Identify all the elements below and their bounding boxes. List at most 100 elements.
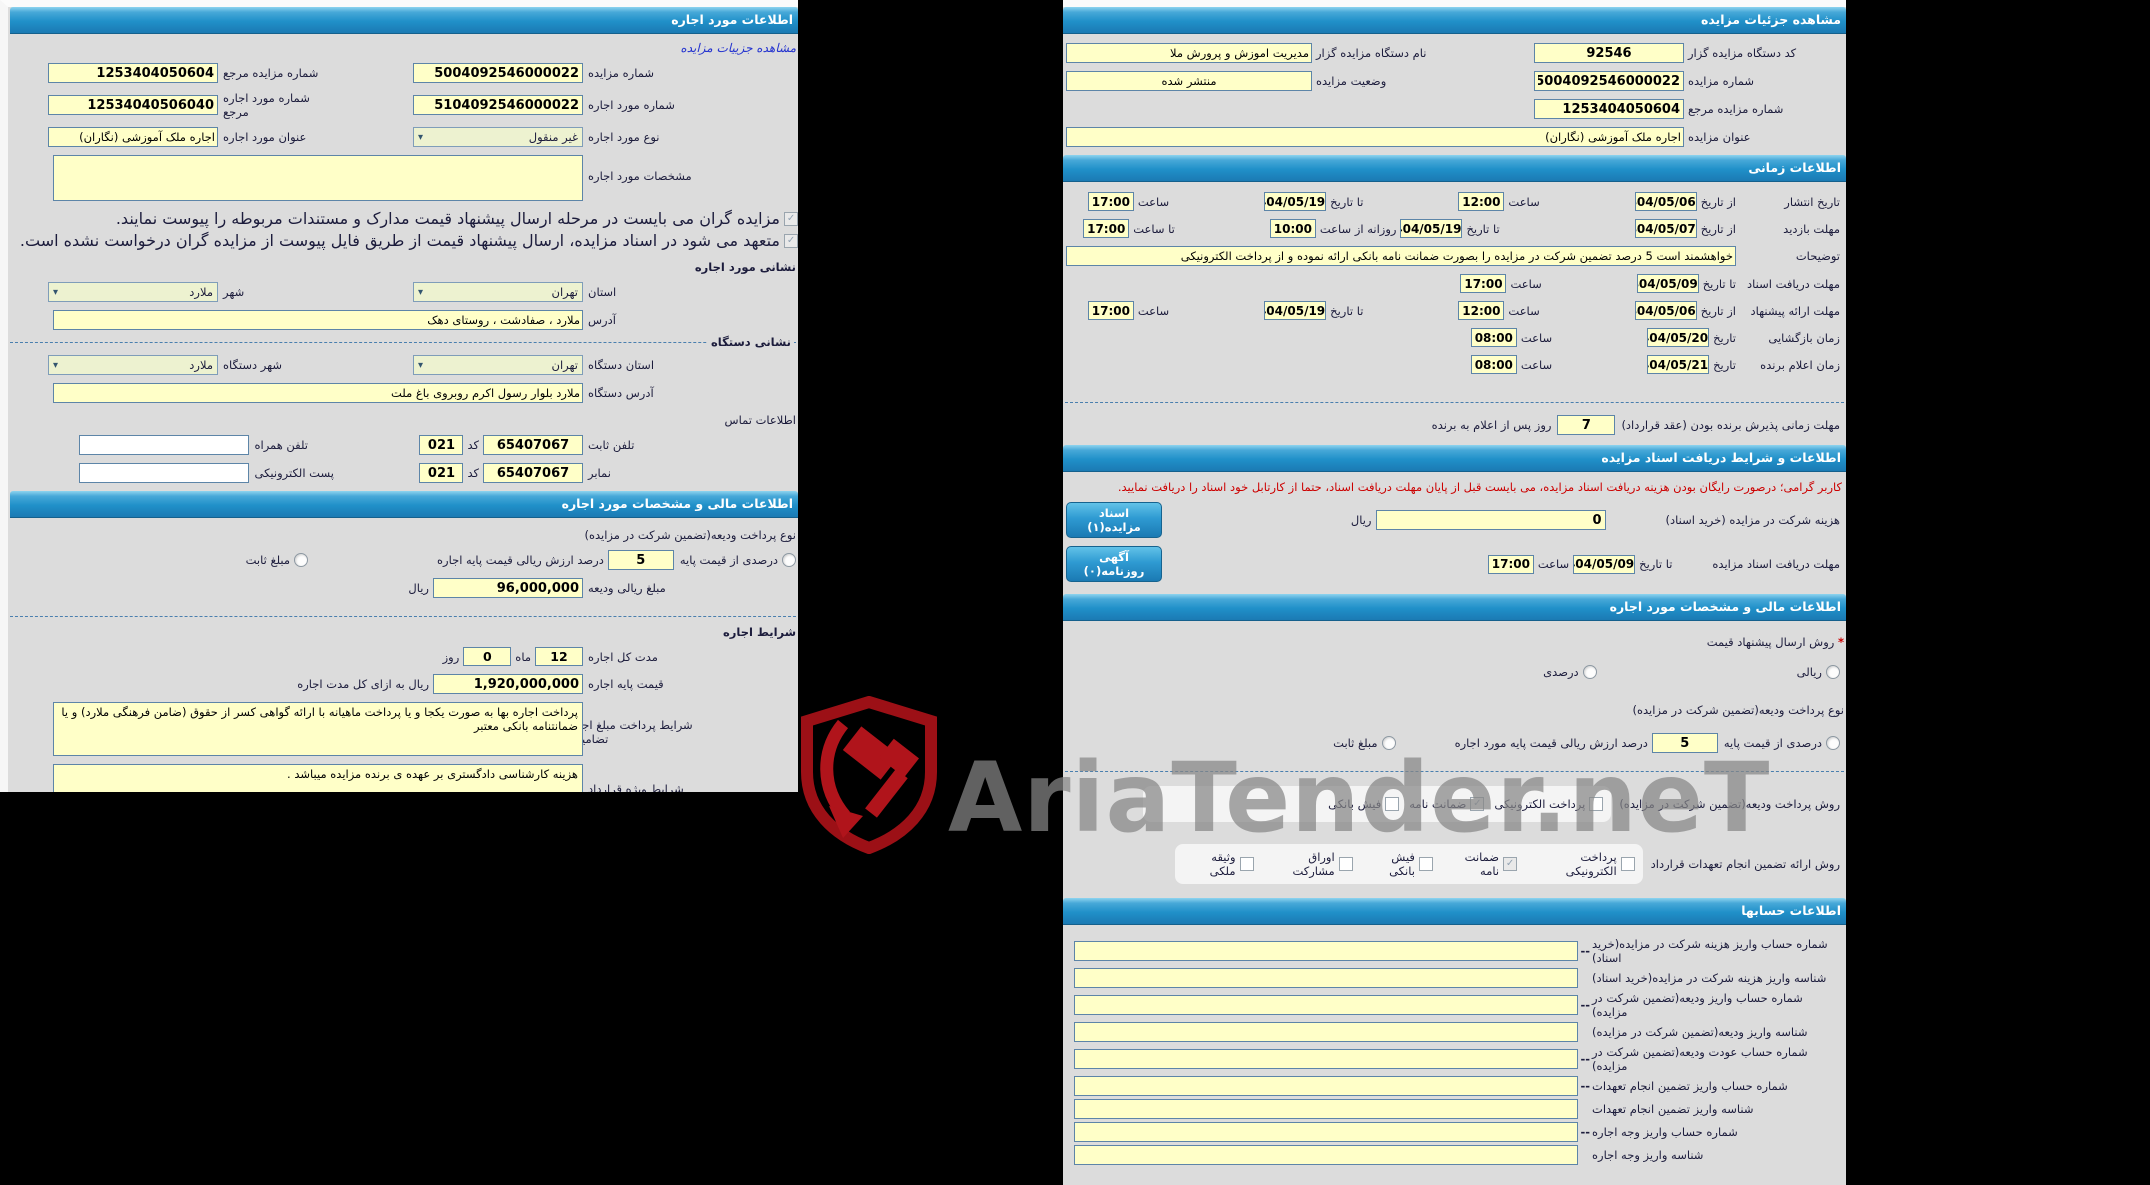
phone-input[interactable] [483, 435, 583, 455]
device-code-input[interactable] [1534, 43, 1684, 63]
account-number-input[interactable] [1074, 995, 1578, 1015]
rial-radio[interactable] [1826, 665, 1840, 679]
item-type-select[interactable]: غیر منقول ▾ [413, 127, 583, 147]
form-row: آدرس دستگاه [8, 383, 798, 403]
visit-from-date-input[interactable] [1634, 219, 1697, 238]
deposit-percent-input[interactable] [607, 550, 674, 570]
fax-input[interactable] [483, 463, 583, 483]
checkbox[interactable]: ✓ [1470, 797, 1485, 811]
view-auction-details-link[interactable]: مشاهده جزییات مزایده [680, 41, 796, 55]
offer-to-time-input[interactable] [1087, 301, 1134, 320]
fee-deadline-time-input[interactable] [1487, 554, 1534, 574]
special-terms-textarea[interactable]: هزینه کارشناسی دادگستری بر عهده ی برنده … [53, 764, 583, 792]
duration-months-input[interactable] [535, 647, 583, 666]
fixed-amount-radio[interactable] [294, 553, 309, 567]
opening-time-label: زمان بازگشایی [1768, 330, 1840, 345]
percent-of-base-radio[interactable] [1826, 736, 1840, 750]
visit-to-date-input[interactable] [1400, 219, 1463, 238]
account-dash-text: -- [1580, 1079, 1590, 1093]
opening-time-input[interactable] [1470, 328, 1517, 347]
checkbox[interactable] [1338, 857, 1353, 871]
contact-section-label: اطلاعات تماس [724, 413, 796, 427]
checkbox[interactable] [1589, 797, 1604, 811]
auction-documents-button[interactable]: اسناد مزایده(۱) [1066, 502, 1162, 538]
device-city-select[interactable]: ملارد ▾ [48, 355, 218, 375]
checkbox[interactable]: ✓ [784, 211, 798, 226]
publish-to-time-input[interactable] [1087, 192, 1134, 211]
account-row: شماره حساب واریز وجه اجاره -- [1066, 1122, 1840, 1142]
checkbox[interactable]: ✓ [1503, 857, 1518, 871]
checkbox[interactable] [1418, 857, 1433, 871]
offer-to-date-input[interactable] [1264, 301, 1327, 320]
item-ref-input[interactable] [48, 95, 218, 115]
device-city-selected-value: ملارد [189, 358, 213, 372]
city-select[interactable]: ملارد ▾ [48, 282, 218, 302]
payment-terms-textarea[interactable]: پرداخت اجاره بها به صورت یکجا و یا پرداخ… [53, 702, 583, 756]
winner-time-input[interactable] [1470, 355, 1517, 374]
account-number-input[interactable] [1074, 1049, 1578, 1069]
acceptance-days-input[interactable] [1557, 415, 1616, 435]
rental-item-panel: اطلاعات مورد اجاره مشاهده جزییات مزایده … [0, 0, 798, 792]
checkbox[interactable] [1620, 857, 1635, 871]
publish-to-date-input[interactable] [1264, 192, 1327, 211]
fax-code-input[interactable] [419, 463, 464, 483]
device-address-input[interactable] [53, 383, 583, 403]
to-date-label: تا تاریخ [1702, 276, 1736, 291]
province-select[interactable]: تهران ▾ [413, 282, 583, 302]
account-number-input[interactable] [1074, 1076, 1578, 1096]
publish-from-time-input[interactable] [1458, 192, 1505, 211]
checkbox[interactable] [1239, 857, 1254, 871]
duration-days-input[interactable] [463, 647, 512, 666]
deposit-amount-input[interactable] [433, 578, 583, 598]
account-number-input[interactable] [1074, 1022, 1578, 1042]
winner-date-input[interactable] [1647, 355, 1710, 374]
deposit-percent-input[interactable] [1651, 733, 1718, 753]
days-label: روز [442, 649, 460, 664]
fixed-amount-label: مبلغ ثابت [1333, 736, 1378, 750]
account-number-input[interactable] [1074, 1122, 1578, 1142]
specs-textarea[interactable] [53, 155, 583, 201]
auction-ref-input[interactable] [48, 63, 218, 83]
checkbox-option-label: پرداخت الکترونیکی [1494, 797, 1586, 811]
auction-status-input[interactable] [1066, 71, 1312, 91]
account-number-input[interactable] [1074, 1145, 1578, 1165]
docs-deadline-date-input[interactable] [1636, 274, 1699, 293]
notes-label: توضیحات [1795, 249, 1840, 263]
auction-no-input[interactable] [413, 63, 583, 83]
opening-date-input[interactable] [1647, 328, 1710, 347]
offer-from-date-input[interactable] [1634, 301, 1697, 320]
item-title-input[interactable] [48, 127, 218, 147]
account-number-input[interactable] [1074, 941, 1578, 961]
account-field-label: شماره حساب واریز تضمین انجام تعهدات [1592, 1079, 1788, 1093]
percent-of-base-radio[interactable] [782, 553, 796, 567]
auction-title-input[interactable] [1066, 127, 1684, 147]
auction-ref-input[interactable] [1534, 99, 1684, 119]
phone-code-input[interactable] [419, 435, 464, 455]
visit-from-time-input[interactable] [1269, 219, 1316, 238]
email-input[interactable] [79, 463, 250, 483]
publish-from-date-input[interactable] [1634, 192, 1697, 211]
account-number-input[interactable] [1074, 968, 1578, 988]
base-price-input[interactable] [433, 674, 583, 694]
checkbox[interactable]: ✓ [784, 233, 798, 248]
auction-no-input[interactable] [1534, 71, 1684, 91]
fee-deadline-date-input[interactable] [1573, 554, 1636, 574]
checkbox[interactable] [1385, 797, 1400, 811]
visit-to-time-input[interactable] [1083, 219, 1130, 238]
device-province-select[interactable]: تهران ▾ [413, 355, 583, 375]
percent-radio[interactable] [1582, 665, 1597, 679]
mobile-input[interactable] [79, 435, 250, 455]
winner-announce-row: زمان اعلام برنده تاریخ ساعت [1066, 355, 1840, 374]
account-number-input[interactable] [1074, 1099, 1578, 1119]
offer-from-time-input[interactable] [1458, 301, 1505, 320]
newspaper-ad-button[interactable]: آگهی روزنامه(۰) [1066, 546, 1162, 582]
address-input[interactable] [53, 310, 583, 330]
device-name-input[interactable] [1066, 43, 1312, 63]
item-no-input[interactable] [413, 95, 583, 115]
fee-input[interactable] [1375, 510, 1606, 530]
docs-deadline-time-input[interactable] [1460, 274, 1507, 293]
address-label: آدرس [588, 313, 616, 327]
section-header-time-info: اطلاعات زمانی [1063, 155, 1846, 182]
notes-input[interactable] [1066, 246, 1736, 266]
fixed-amount-radio[interactable] [1381, 736, 1396, 750]
